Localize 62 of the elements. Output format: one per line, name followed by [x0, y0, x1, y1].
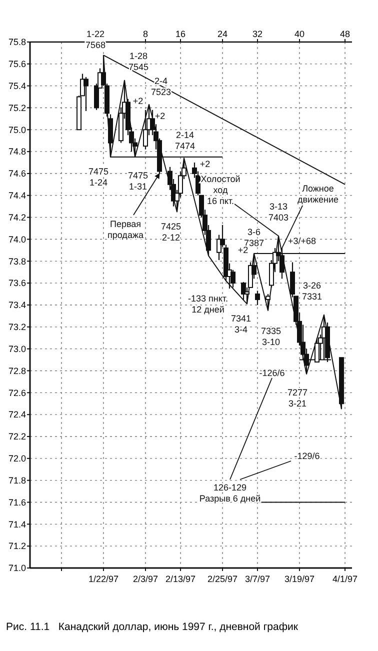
- annotation: 7475 1-24: [88, 166, 109, 188]
- annotation: +3/+68: [288, 236, 316, 246]
- annotation: -133 пнкт. 12 дней: [188, 294, 228, 315]
- annotation: +2: [238, 245, 248, 256]
- annotation: 7425 2-12: [160, 222, 182, 243]
- y-tick-label: 73.0: [8, 344, 26, 354]
- annotation: -126/6: [259, 368, 285, 378]
- y-tick-label: 73.2: [8, 322, 26, 332]
- y-tick-label: 72.8: [8, 366, 26, 376]
- y-tick-label: 71.4: [8, 519, 26, 530]
- y-tick-label: 72.6: [8, 388, 26, 398]
- y-tick-label: 71.8: [8, 475, 26, 486]
- annotation: 126-129 Разрыв 6 дней: [199, 482, 261, 504]
- x-tick-label: 3/19/97: [284, 574, 315, 584]
- annotation: Первая продажа: [108, 219, 144, 240]
- y-tick-label: 72.2: [8, 432, 26, 442]
- annotation: 2-14 7474: [174, 130, 196, 151]
- y-tick-label: 75.0: [8, 124, 26, 135]
- x2-tick-label: 40: [294, 29, 305, 39]
- annotation: 7277 3-21: [287, 388, 308, 409]
- annotation: 7341 3-4: [230, 314, 252, 335]
- annotation: 1-28 7545: [128, 51, 149, 72]
- x2-tick-label: 16: [175, 29, 186, 39]
- y-tick-label: 75.2: [8, 102, 26, 113]
- y-tick-label: 74.2: [8, 212, 26, 222]
- x-tick-label: 2/3/97: [132, 574, 158, 584]
- x2-tick-label: 32: [252, 29, 263, 39]
- y-tick-label: 73.4: [8, 300, 26, 310]
- y-tick-label: 72.0: [8, 454, 26, 464]
- annotation: +2: [200, 159, 210, 170]
- annotation: +2: [154, 111, 166, 122]
- y-tick-label: 71.2: [8, 541, 26, 552]
- x-tick-label: 2/25/97: [207, 574, 238, 584]
- y-tick-label: 75.6: [8, 59, 26, 70]
- annotation: 7475 1-31: [128, 170, 148, 192]
- y-tick-label: 71.6: [8, 497, 26, 508]
- y-tick-label: 71.0: [8, 563, 26, 574]
- annotation: 3-26 7331: [302, 280, 322, 302]
- y-tick-label: 75.4: [8, 80, 26, 91]
- annotation: -129/6: [294, 451, 320, 462]
- annotation: +2: [132, 96, 144, 106]
- text: Рис. 11.1 Канадский доллар, июнь 1997 г., дневной график: [6, 621, 298, 633]
- x-tick-label: 2/13/97: [165, 574, 196, 584]
- annotation: 2-4 7523: [150, 76, 172, 98]
- annotation: Ложное движение: [297, 184, 339, 205]
- y-tick-label: 74.8: [8, 146, 26, 157]
- x-tick-label: 3/7/97: [244, 574, 270, 584]
- y-tick-label: 73.8: [8, 256, 26, 266]
- annotation: 3-13 7403: [268, 202, 289, 223]
- annotation: 7335 3-10: [260, 326, 282, 348]
- x2-tick-label: 8: [142, 29, 148, 39]
- y-tick-label: 74.0: [8, 234, 26, 244]
- y-tick-label: 74.6: [8, 168, 26, 179]
- x-tick-label: 1/22/97: [88, 574, 119, 584]
- annotation: Холостой ход 16 пкт.: [200, 174, 240, 206]
- x-tick-label: 4/1/97: [332, 574, 358, 584]
- y-tick-label: 72.4: [8, 410, 26, 420]
- y-tick-label: 75.8: [8, 37, 26, 48]
- x2-tick-label: 24: [217, 29, 228, 39]
- x2-tick-label: 48: [340, 29, 350, 39]
- y-tick-label: 73.6: [8, 278, 26, 288]
- y-tick-label: 74.4: [8, 190, 26, 201]
